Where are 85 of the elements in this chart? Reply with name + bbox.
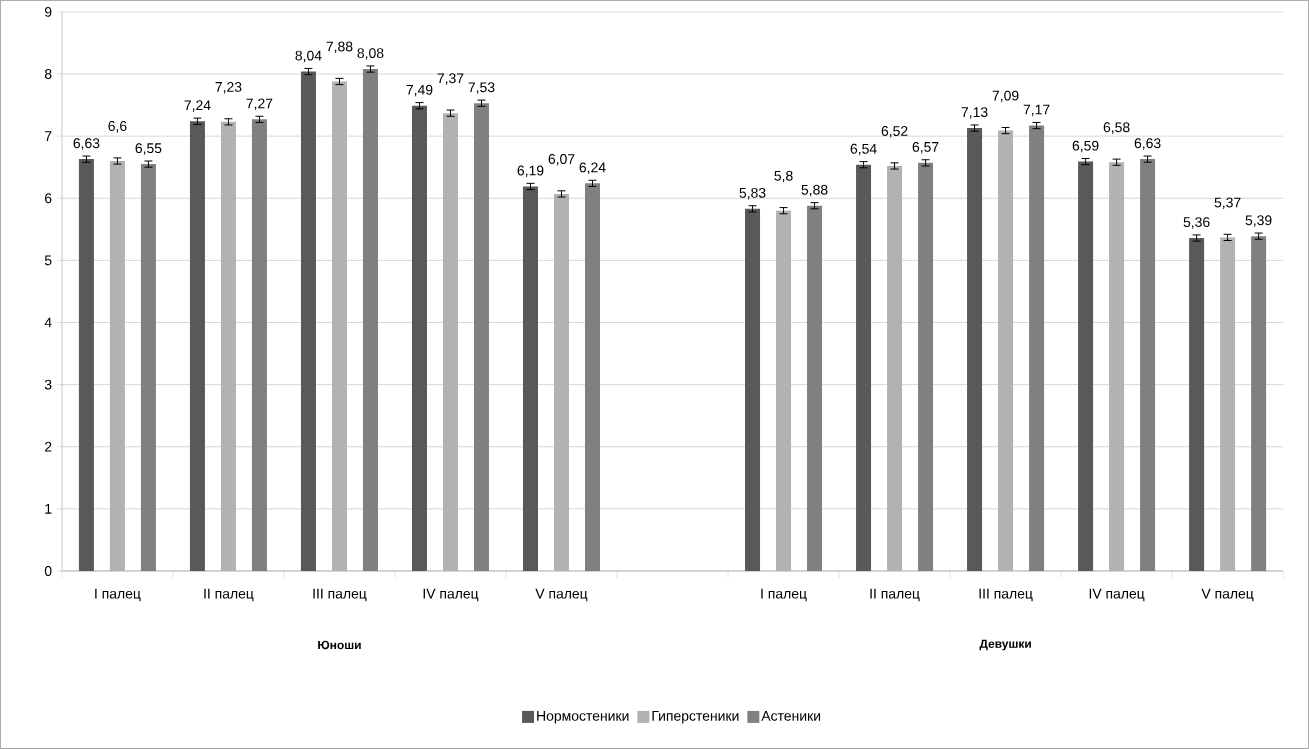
bar (776, 210, 792, 572)
bar (1251, 236, 1267, 572)
bar (522, 186, 538, 572)
x-tick-label: III палец (979, 588, 1033, 602)
bar (411, 105, 427, 572)
y-tick-label: 3 (44, 379, 52, 390)
data-label: 7,24 (184, 100, 211, 112)
y-tick-label: 9 (44, 6, 52, 17)
legend-label: Нормостеники (537, 711, 629, 724)
data-label: 6,54 (850, 143, 877, 156)
bar (554, 193, 569, 572)
data-label: 7,13 (961, 107, 988, 119)
data-label: 8,04 (295, 50, 322, 63)
bar (1220, 237, 1236, 572)
data-label: 6,63 (73, 138, 100, 150)
bar (251, 119, 267, 572)
x-tick-label: I палец (95, 588, 141, 602)
y-tick-label: 8 (44, 69, 52, 80)
data-label: 6,57 (912, 142, 939, 154)
data-label: 5,37 (1214, 197, 1241, 210)
legend-label: Астеники (761, 711, 821, 721)
data-label: 7,53 (468, 82, 495, 94)
y-tick-label: 6 (45, 193, 52, 204)
bar (918, 162, 934, 572)
data-label: 6,6 (108, 121, 127, 133)
y-tick-label: 2 (45, 441, 52, 452)
bar (331, 81, 347, 572)
data-label: 5,8 (774, 170, 793, 183)
bar (856, 164, 872, 572)
bar (967, 128, 983, 572)
data-label: 7,37 (437, 73, 464, 85)
bar (1189, 238, 1205, 572)
x-tick-label: III палец (313, 588, 367, 602)
y-tick-label: 5 (44, 255, 52, 266)
text: Девушки (979, 639, 1031, 651)
data-label: 5,39 (1245, 215, 1272, 227)
legend-label: Гиперстеники (652, 711, 739, 724)
x-tick-label: I палец (761, 588, 807, 602)
data-label: 5,88 (801, 184, 828, 197)
bar (887, 166, 903, 572)
x-tick-label: II палец (204, 588, 254, 602)
bar (1029, 125, 1045, 572)
data-label: 6,19 (517, 165, 544, 178)
data-label: 7,88 (326, 41, 353, 54)
x-tick-label: II палец (870, 588, 920, 602)
data-label: 7,09 (992, 90, 1019, 103)
data-label: 6,59 (1072, 140, 1099, 153)
text: Юноши (318, 640, 361, 650)
data-label: 6,55 (135, 143, 162, 155)
x-tick-label: IV палец (423, 588, 479, 602)
y-tick-label: 1 (45, 504, 52, 514)
data-label: 5,83 (739, 187, 766, 200)
bar (1109, 162, 1125, 572)
data-label: 6,52 (881, 126, 908, 138)
bar (473, 103, 489, 572)
data-label: 6,58 (1103, 122, 1130, 134)
bar (1140, 159, 1156, 572)
bar (78, 159, 94, 572)
x-tick-label: V палец (535, 588, 588, 602)
y-tick-label: 0 (44, 566, 52, 576)
bar (140, 164, 156, 572)
bar (300, 71, 316, 572)
bar (998, 130, 1014, 572)
x-tick-label: IV палец (1089, 588, 1145, 602)
data-label: 8,08 (357, 48, 384, 60)
bar (1078, 161, 1094, 572)
bar (109, 161, 125, 572)
y-tick-label: 7 (45, 131, 52, 141)
data-label: 6,63 (1134, 138, 1161, 150)
bar (807, 205, 823, 572)
data-label: 7,17 (1023, 104, 1050, 117)
y-tick-label: 4 (44, 317, 52, 328)
x-tick-label: V палец (1201, 588, 1254, 602)
bar (745, 208, 761, 572)
data-label: 7,27 (246, 98, 273, 111)
bar (585, 183, 600, 572)
data-label: 5,36 (1183, 217, 1210, 229)
bar (189, 121, 205, 572)
bar (220, 121, 236, 572)
data-label: 7,49 (406, 84, 433, 97)
bar (362, 69, 378, 572)
data-label: 7,23 (215, 82, 242, 94)
data-label: 6,07 (548, 154, 575, 166)
bar (442, 113, 458, 572)
data-label: 6,24 (579, 162, 606, 175)
